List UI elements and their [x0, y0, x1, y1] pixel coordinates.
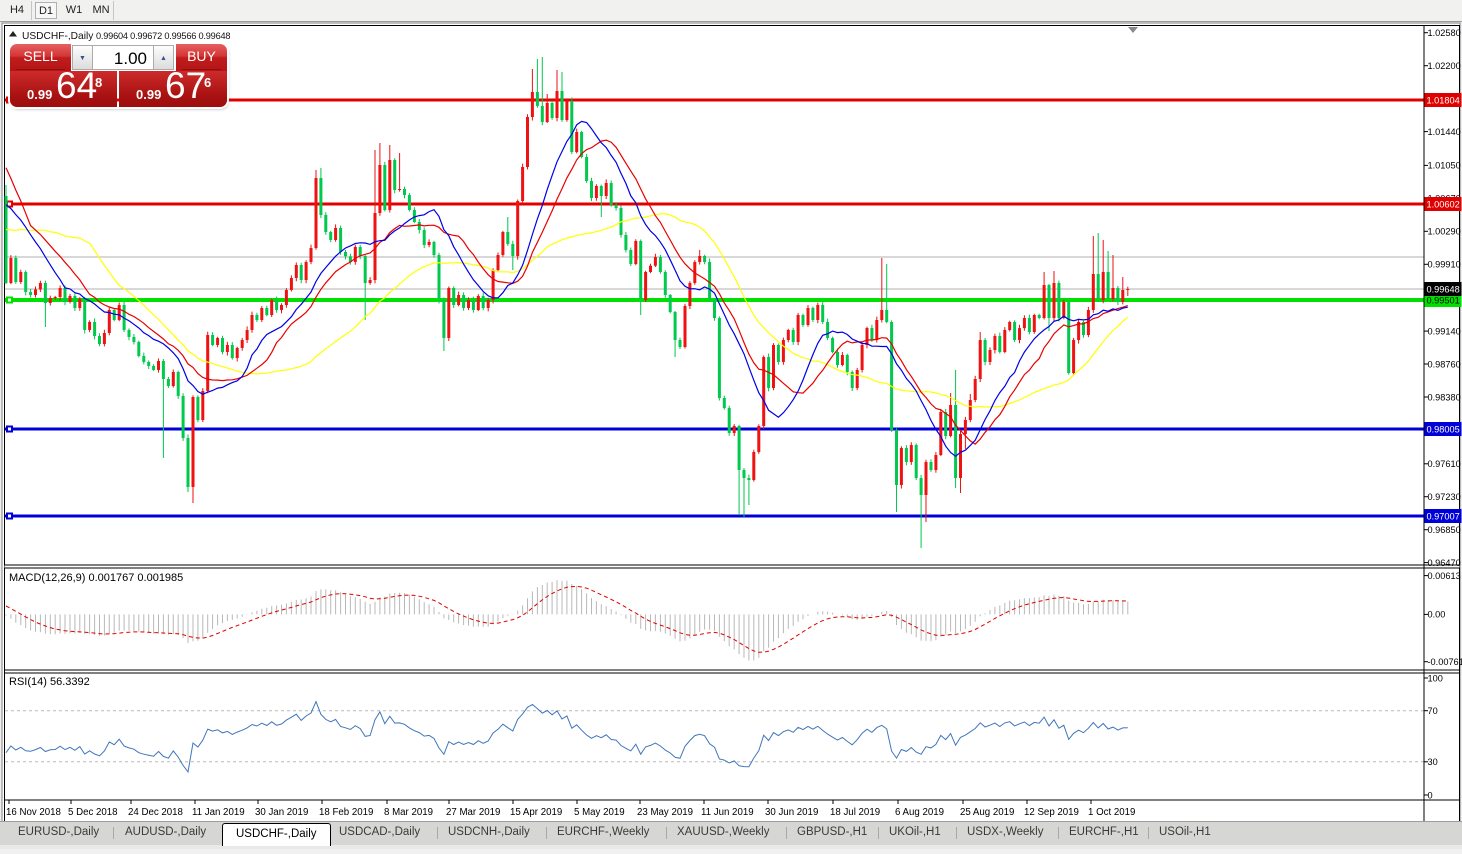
svg-text:25 Aug 2019: 25 Aug 2019 [960, 807, 1014, 818]
svg-text:0: 0 [1428, 790, 1433, 800]
svg-text:0.98380: 0.98380 [1428, 392, 1461, 402]
svg-text:0.99501: 0.99501 [1427, 295, 1460, 305]
svg-text:1.01440: 1.01440 [1428, 127, 1461, 137]
svg-text:0.97230: 0.97230 [1428, 492, 1461, 502]
svg-text:30: 30 [1428, 757, 1438, 767]
svg-text:0.96470: 0.96470 [1428, 558, 1461, 568]
svg-text:5 Dec 2018: 5 Dec 2018 [68, 807, 118, 818]
svg-text:0.00: 0.00 [1428, 610, 1446, 620]
svg-text:1 Oct 2019: 1 Oct 2019 [1088, 807, 1135, 818]
svg-text:0.99604 0.99672 0.99566 0.9964: 0.99604 0.99672 0.99566 0.99648 [96, 31, 230, 41]
svg-text:MACD(12,26,9) 0.001767 0.00198: MACD(12,26,9) 0.001767 0.001985 [9, 572, 183, 584]
svg-text:30 Jan 2019: 30 Jan 2019 [255, 807, 308, 818]
svg-text:0.99648: 0.99648 [1427, 284, 1460, 294]
svg-text:0.97007: 0.97007 [1427, 511, 1460, 521]
svg-text:23 May 2019: 23 May 2019 [637, 807, 693, 818]
svg-text:1.00602: 1.00602 [1427, 199, 1460, 209]
svg-text:12 Sep 2019: 12 Sep 2019 [1024, 807, 1079, 818]
svg-text:0.99140: 0.99140 [1428, 326, 1461, 336]
svg-text:0.97610: 0.97610 [1428, 459, 1461, 469]
svg-text:30 Jun 2019: 30 Jun 2019 [765, 807, 818, 818]
svg-text:0.00613: 0.00613 [1428, 571, 1461, 581]
svg-text:11 Jan 2019: 11 Jan 2019 [192, 807, 245, 818]
svg-text:-0.00761: -0.00761 [1428, 657, 1462, 667]
svg-text:1.02580: 1.02580 [1428, 28, 1461, 38]
svg-text:24 Dec 2018: 24 Dec 2018 [128, 807, 183, 818]
svg-text:27 Mar 2019: 27 Mar 2019 [446, 807, 500, 818]
svg-text:8 Mar 2019: 8 Mar 2019 [384, 807, 433, 818]
svg-text:RSI(14) 56.3392: RSI(14) 56.3392 [9, 676, 90, 688]
svg-text:5 May 2019: 5 May 2019 [574, 807, 625, 818]
svg-text:6 Aug 2019: 6 Aug 2019 [895, 807, 944, 818]
svg-text:11 Jun 2019: 11 Jun 2019 [701, 807, 754, 818]
svg-text:USDCHF-,Daily: USDCHF-,Daily [22, 31, 94, 42]
svg-text:15 Apr 2019: 15 Apr 2019 [510, 807, 562, 818]
svg-text:18 Feb 2019: 18 Feb 2019 [319, 807, 373, 818]
svg-text:1.01050: 1.01050 [1428, 161, 1461, 171]
svg-text:16 Nov 2018: 16 Nov 2018 [6, 807, 61, 818]
svg-text:0.98005: 0.98005 [1427, 424, 1460, 434]
svg-text:1.00290: 1.00290 [1428, 227, 1461, 237]
svg-text:18 Jul 2019: 18 Jul 2019 [830, 807, 880, 818]
svg-text:0.96850: 0.96850 [1428, 525, 1461, 535]
svg-text:70: 70 [1428, 706, 1438, 716]
svg-text:1.02200: 1.02200 [1428, 61, 1461, 71]
svg-text:100: 100 [1428, 673, 1443, 683]
svg-text:0.99910: 0.99910 [1428, 260, 1461, 270]
svg-text:1.01804: 1.01804 [1427, 95, 1460, 105]
svg-text:0.98760: 0.98760 [1428, 359, 1461, 369]
